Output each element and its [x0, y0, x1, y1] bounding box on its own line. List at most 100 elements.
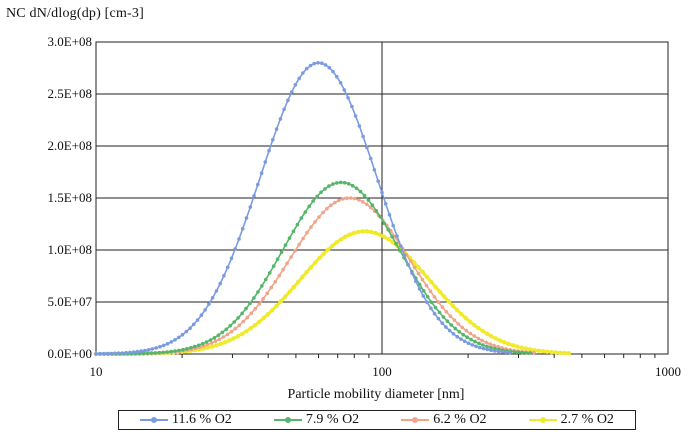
- data-point: [196, 343, 201, 348]
- data-point: [282, 107, 286, 112]
- data-point: [527, 347, 533, 352]
- data-point: [428, 289, 433, 294]
- data-point: [374, 209, 379, 213]
- data-point: [252, 323, 258, 328]
- data-point: [337, 198, 341, 203]
- data-point: [496, 349, 501, 354]
- data-point: [437, 289, 443, 294]
- data-point: [213, 339, 218, 344]
- data-point: [357, 198, 361, 202]
- data-point: [209, 344, 215, 349]
- data-point: [334, 240, 339, 245]
- data-point: [146, 348, 151, 352]
- data-point: [432, 295, 437, 299]
- data-point: [201, 346, 206, 351]
- legend-label-1: 11.6 % O2: [172, 412, 232, 427]
- data-point: [402, 253, 407, 258]
- data-point: [381, 234, 387, 239]
- data-point: [308, 63, 313, 68]
- data-point: [244, 329, 249, 334]
- data-point: [245, 315, 250, 320]
- data-point: [267, 271, 272, 275]
- data-point: [331, 182, 335, 186]
- data-point: [469, 337, 473, 342]
- data-point: [421, 289, 426, 293]
- data-point: [327, 184, 331, 188]
- data-point: [432, 311, 437, 316]
- data-point: [488, 342, 493, 346]
- data-point: [257, 302, 262, 306]
- data-point: [293, 83, 298, 87]
- legend-swatch-3: [401, 416, 430, 424]
- y-tick-label: 2.5E+08: [47, 86, 92, 101]
- data-point: [398, 248, 402, 253]
- data-point: [459, 312, 464, 317]
- data-point: [338, 237, 344, 242]
- data-point: [485, 347, 490, 352]
- data-point: [169, 340, 174, 344]
- y-tick-label: 2.0E+08: [47, 138, 92, 153]
- data-point: [143, 348, 147, 353]
- data-point: [274, 127, 279, 131]
- legend: 11.6 % O2 7.9 % O2 6.2 % O2 2.7 % O2: [118, 410, 636, 430]
- x-tick-label: 1000: [655, 364, 681, 379]
- data-point: [192, 344, 197, 349]
- data-point: [364, 229, 369, 234]
- data-point: [275, 257, 280, 262]
- data-point: [261, 296, 266, 301]
- data-point: [205, 345, 210, 350]
- data-point: [161, 350, 165, 355]
- data-point: [116, 351, 121, 356]
- data-point: [512, 350, 517, 354]
- data-point: [335, 181, 339, 185]
- data-point: [120, 351, 125, 355]
- data-point: [440, 305, 445, 309]
- data-point: [293, 249, 297, 253]
- data-point: [445, 319, 450, 324]
- data-point: [200, 342, 205, 346]
- data-point: [366, 198, 371, 202]
- data-point: [330, 243, 335, 248]
- data-point: [277, 273, 282, 278]
- data-point: [157, 350, 161, 355]
- data-point: [264, 277, 268, 282]
- data-point: [267, 148, 271, 153]
- x-tick-label: 10: [90, 364, 103, 379]
- data-point: [240, 311, 244, 316]
- data-point: [457, 330, 462, 334]
- data-point: [460, 325, 465, 330]
- data-point: [562, 350, 567, 356]
- data-point: [424, 274, 430, 280]
- data-point: [249, 311, 254, 316]
- data-point: [489, 348, 493, 353]
- data-point: [165, 350, 169, 354]
- data-point: [240, 226, 245, 231]
- data-point: [241, 319, 246, 324]
- data-point: [192, 322, 196, 327]
- data-point: [406, 262, 411, 267]
- data-point: [124, 350, 128, 355]
- data-point: [412, 265, 417, 270]
- y-tick-label: 1.5E+08: [47, 190, 92, 205]
- data-point: [228, 324, 232, 328]
- data-point: [357, 124, 362, 128]
- data-point: [237, 237, 241, 241]
- data-point: [212, 336, 217, 340]
- data-point: [489, 334, 494, 339]
- data-point: [492, 343, 497, 348]
- data-point: [473, 339, 477, 344]
- data-point: [291, 229, 296, 234]
- data-point: [248, 326, 253, 331]
- data-point: [281, 267, 285, 272]
- data-point: [523, 346, 528, 351]
- data-point: [321, 251, 326, 256]
- data-point: [446, 299, 451, 304]
- data-point: [161, 343, 166, 348]
- data-point: [316, 61, 320, 65]
- x-axis-title: Particle mobility diameter [nm]: [288, 387, 465, 402]
- data-point: [420, 269, 425, 275]
- data-point: [297, 242, 301, 247]
- data-point: [153, 351, 157, 355]
- data-point: [489, 345, 493, 350]
